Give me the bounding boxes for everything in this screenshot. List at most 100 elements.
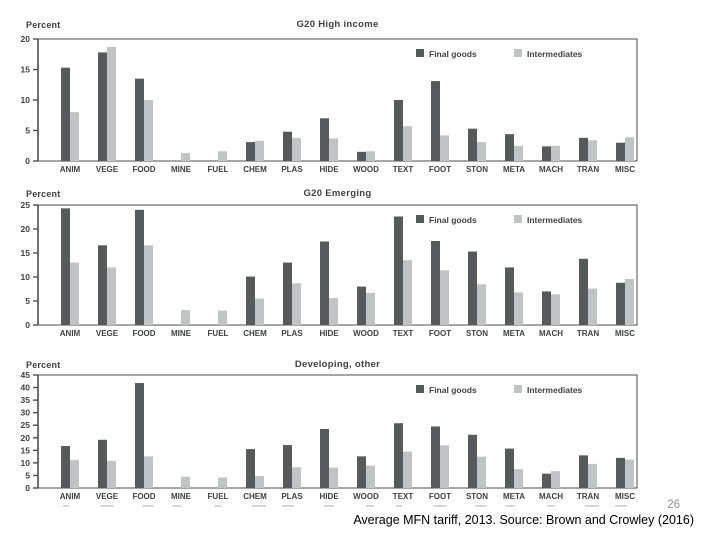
x-category-label: HIDE [319,165,339,174]
bar-final-plas [283,262,292,325]
bar-intermediates-text [403,451,412,488]
cropped-label-artifact [366,505,374,507]
y-tick-label: 10 [21,458,31,468]
x-category-label: MINE [171,329,192,338]
bar-intermediates-anim [70,460,79,488]
y-tick-label: 15 [21,445,31,455]
x-category-label: TRAN [577,165,599,174]
bar-intermediates-wood [366,151,375,161]
bar-final-anim [61,446,70,488]
cropped-label-artifact [282,505,294,507]
y-tick-label: 45 [21,370,31,380]
bar-final-food [135,383,144,488]
x-category-label: META [503,329,525,338]
bar-final-ston [468,128,477,161]
x-category-label: VEGE [96,329,119,338]
bar-intermediates-mach [551,145,560,161]
legend-label-intermediates: Intermediates [527,385,583,395]
y-tick-label: 0 [25,156,30,166]
x-category-label: MISC [615,165,635,174]
cropped-label-artifact [547,505,555,507]
bar-final-misc [616,282,625,325]
bar-intermediates-mine [181,153,190,161]
y-tick-label: 35 [21,395,31,405]
x-category-label: TRAN [577,329,599,338]
y-tick-label: 10 [21,272,31,282]
y-tick-label: 15 [21,65,31,75]
bar-intermediates-tran [588,288,597,325]
cropped-label-artifact [252,505,266,507]
bar-intermediates-chem [255,298,264,325]
cropped-label-artifact [475,505,487,507]
bar-final-chem [246,449,255,488]
bar-final-chem [246,142,255,161]
bar-intermediates-ston [477,284,486,325]
legend-swatch-intermediates [514,49,522,57]
x-category-label: TEXT [393,165,414,174]
bar-final-tran [579,137,588,161]
bar-intermediates-plas [292,467,301,488]
y-tick-label: 20 [21,34,31,44]
x-category-label: WOOD [353,492,379,501]
x-category-label: CHEM [243,492,267,501]
bar-final-text [394,100,403,161]
bar-intermediates-text [403,260,412,325]
bar-final-vege [98,52,107,161]
bar-intermediates-ston [477,456,486,488]
bar-intermediates-wood [366,292,375,325]
bar-final-chem [246,276,255,325]
bar-final-ston [468,434,477,488]
cropped-label-artifact [63,505,69,507]
x-category-label: HIDE [319,329,339,338]
chart-2: 0 5 10 15 20 25 30 35 40 45 ANIM VEGE FOOD MINE FUEL CH… [21,370,638,507]
y-tick-label: 20 [21,433,31,443]
cropped-label-artifact [324,505,334,507]
bar-intermediates-plas [292,137,301,161]
y-tick-label: 0 [25,320,30,330]
x-category-label: TEXT [393,492,414,501]
bar-final-text [394,423,403,488]
bar-final-vege [98,439,107,488]
y-tick-label: 25 [21,420,31,430]
bar-final-text [394,216,403,325]
x-category-label: MACH [539,165,563,174]
bar-intermediates-foot [440,135,449,161]
bar-intermediates-anim [70,112,79,161]
bar-intermediates-foot [440,445,449,488]
cropped-label-artifact [433,505,447,507]
bar-final-ston [468,251,477,325]
bar-final-tran [579,455,588,488]
x-category-label: FOOT [429,329,451,338]
bar-final-anim [61,208,70,325]
x-category-label: MISC [615,492,635,501]
bar-final-plas [283,131,292,161]
bar-intermediates-vege [107,267,116,325]
x-category-label: META [503,165,525,174]
chart-0: 0 5 10 15 20 ANIM VEGE FOOD MINE FUEL CHEM PLAS HIDE… [21,34,638,174]
x-category-label: FOOT [429,165,451,174]
x-category-label: PLAS [281,492,303,501]
bar-intermediates-fuel [218,310,227,325]
bar-intermediates-foot [440,270,449,325]
cropped-label-artifact [172,505,182,507]
bar-intermediates-misc [625,459,634,488]
cropped-label-artifact [100,505,114,507]
cropped-label-artifact [505,505,515,507]
bar-intermediates-text [403,126,412,161]
bar-intermediates-chem [255,475,264,488]
x-category-label: ANIM [60,492,81,501]
bar-final-food [135,209,144,325]
bar-final-mach [542,473,551,488]
bar-intermediates-plas [292,283,301,325]
chart-title-emerging: G20 Emerging [303,188,372,199]
x-category-label: PLAS [281,165,303,174]
legend-swatch-intermediates [514,215,522,223]
bar-final-mach [542,146,551,161]
x-category-label: PLAS [281,329,303,338]
x-category-label: TRAN [577,492,599,501]
bar-intermediates-vege [107,46,116,161]
legend-label-final: Final goods [429,49,477,59]
x-category-label: STON [466,492,488,501]
chart-1: 0 5 10 15 20 25 ANIM VEGE FOOD MINE FUEL CHEM PLAS HI… [21,200,638,338]
